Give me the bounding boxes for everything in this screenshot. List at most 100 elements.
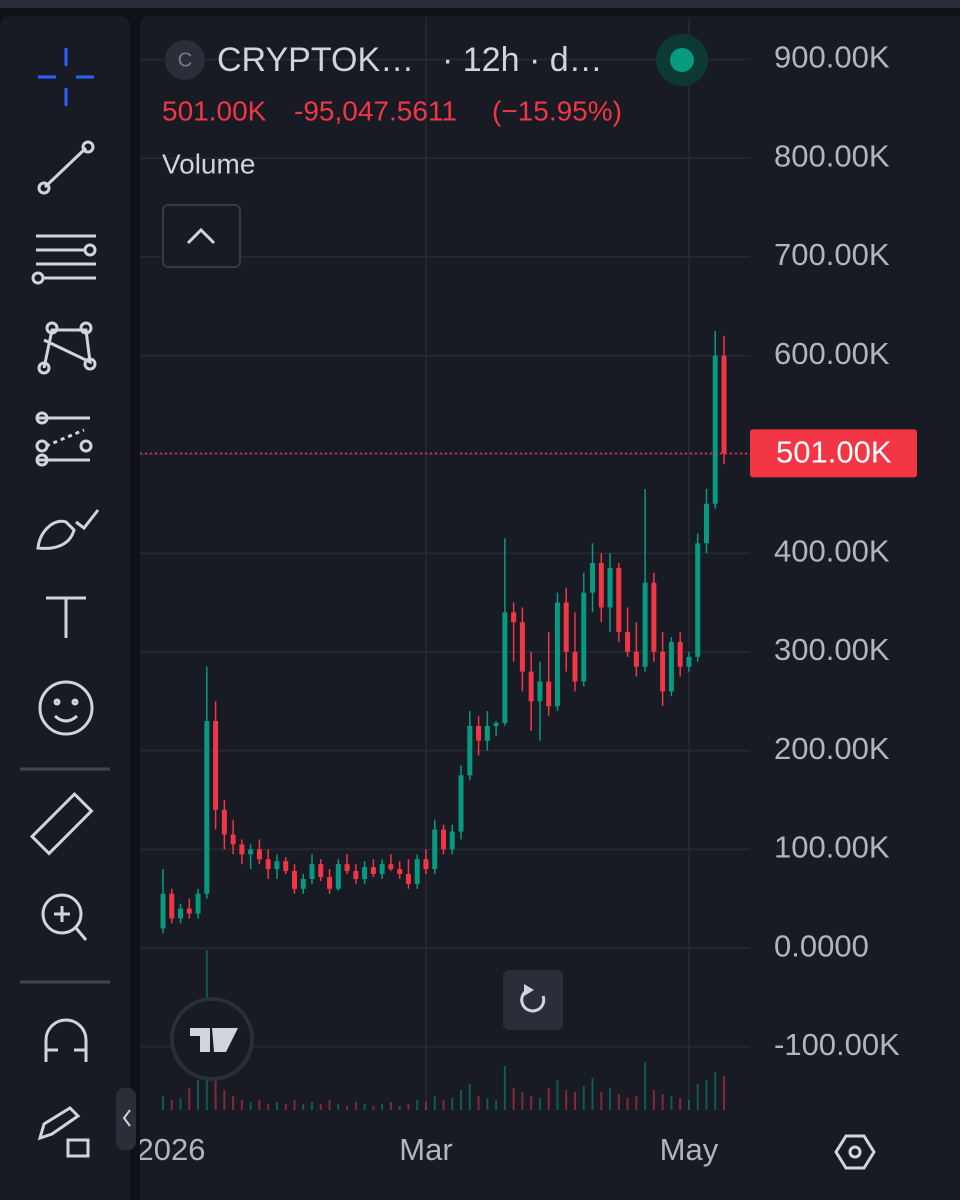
last-price-tag — [750, 429, 917, 478]
candle-body — [353, 871, 359, 879]
candle-body — [721, 355, 727, 454]
candle-body — [449, 831, 455, 850]
chevron-up — [186, 227, 216, 245]
symbol-logo — [165, 40, 205, 80]
volume-bar — [617, 1094, 620, 1110]
candle-body — [686, 656, 692, 667]
volume-bar — [582, 1086, 585, 1110]
candle-body — [554, 602, 560, 707]
forecast-tool[interactable] — [35, 411, 93, 467]
candle-body — [230, 834, 236, 845]
volume-bar — [521, 1092, 524, 1110]
volume-bar — [652, 1090, 655, 1110]
candle-body — [335, 864, 341, 889]
candle-body — [476, 725, 482, 741]
volume-bar — [556, 1080, 559, 1110]
volume-bar — [346, 1106, 349, 1110]
market-status[interactable] — [670, 48, 694, 72]
candle-body — [397, 869, 403, 875]
volume-bar — [179, 1098, 182, 1110]
candle-body — [528, 671, 534, 702]
volume-bar — [600, 1092, 603, 1110]
brush-tool[interactable] — [36, 509, 100, 550]
volume-bar — [319, 1104, 322, 1110]
volume-bar — [275, 1102, 278, 1110]
collapse-toolbar[interactable] — [116, 1088, 136, 1150]
volume-bar — [249, 1102, 252, 1110]
price-change-pct: (−15.95%) — [492, 95, 622, 126]
candle-body — [291, 871, 297, 889]
volume-bar — [635, 1096, 638, 1110]
candle-body — [239, 844, 245, 855]
symbol-name[interactable]: CRYPTOK… — [217, 41, 414, 79]
candle-body — [677, 642, 683, 667]
text-tool[interactable] — [46, 596, 86, 638]
volume-bar — [363, 1104, 366, 1110]
settings-button[interactable] — [834, 1134, 876, 1170]
emoji-tool[interactable] — [38, 680, 94, 736]
volume-bar — [258, 1100, 261, 1110]
crosshair-tool[interactable] — [38, 48, 94, 106]
reset-icon — [520, 988, 546, 1013]
volume-bar — [451, 1098, 454, 1110]
reset-arrow — [524, 984, 534, 996]
logo-mark — [190, 1028, 238, 1052]
candle-body — [712, 355, 718, 504]
volume-bar — [381, 1104, 384, 1110]
y-tick-label: 600.00K — [774, 336, 890, 371]
collapse-arrow — [122, 1109, 131, 1127]
candle-body — [484, 725, 490, 741]
candle-body — [344, 864, 350, 872]
volume-bar — [302, 1104, 305, 1110]
last-price: 501.00K — [162, 95, 267, 126]
candle-body — [537, 681, 543, 702]
candle-body — [493, 722, 499, 726]
candle-body — [388, 864, 394, 870]
volume-bar — [565, 1090, 568, 1110]
pattern-tool[interactable] — [37, 321, 97, 375]
collapse-legend[interactable] — [162, 204, 241, 268]
candle-body — [616, 567, 622, 633]
candle-body — [563, 602, 569, 652]
indicator-name[interactable]: Volume — [162, 148, 255, 179]
reset-chart[interactable] — [503, 970, 563, 1030]
plot: 2026 Mar May — [137, 18, 750, 1167]
candle-body — [607, 567, 613, 608]
fib-tool[interactable] — [31, 234, 97, 285]
volume-bar — [609, 1088, 612, 1110]
last-price-label: 501.00K — [776, 435, 892, 470]
candle-body — [660, 651, 666, 692]
candle-body — [265, 859, 271, 870]
magnet-tool[interactable] — [44, 1018, 88, 1062]
candle-body — [186, 908, 192, 914]
candle-body — [441, 829, 446, 850]
volume-bar — [442, 1100, 445, 1110]
y-tick-label: -100.00K — [774, 1027, 900, 1062]
volume-bar — [723, 1076, 725, 1110]
candle-body — [668, 642, 674, 692]
candle-body — [178, 908, 184, 919]
lock-drawings-tool[interactable] — [37, 1106, 90, 1158]
candle-body — [160, 893, 166, 929]
interval[interactable]: · 12h · d… — [442, 41, 603, 79]
top-bar — [0, 0, 960, 8]
logo-watermark[interactable] — [170, 997, 254, 1081]
volume-bar — [626, 1098, 629, 1110]
candle-body — [309, 864, 315, 879]
candle-body — [248, 849, 254, 855]
candle-body — [633, 651, 639, 667]
ruler-tool[interactable] — [29, 791, 94, 856]
candle-body — [642, 582, 648, 667]
candle-body — [432, 829, 438, 870]
zoom-tool[interactable] — [41, 893, 88, 941]
volume-bar — [407, 1104, 410, 1110]
volume-bar — [696, 1084, 699, 1110]
x-tick-label: 2026 — [137, 1132, 206, 1167]
volume-bar — [705, 1080, 708, 1110]
volume-bar — [530, 1096, 533, 1110]
candle-body — [423, 859, 429, 870]
volume-bar — [337, 1104, 340, 1110]
trend-line-tool[interactable] — [37, 140, 95, 195]
volume-bar — [267, 1104, 270, 1110]
